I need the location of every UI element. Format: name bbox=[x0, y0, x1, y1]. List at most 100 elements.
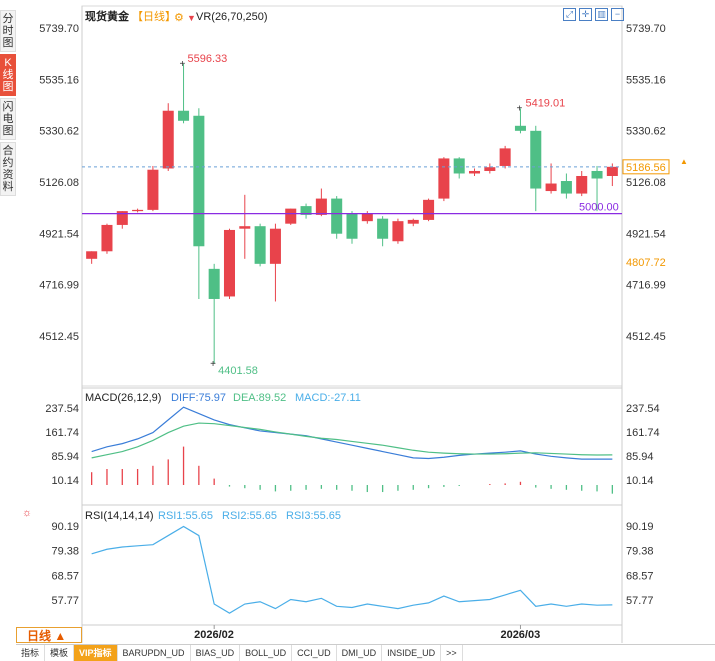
tab-boll[interactable]: BOLL_UD bbox=[240, 645, 293, 661]
hline-label: 5000.00 bbox=[579, 202, 619, 214]
rsi-tick-left: 90.19 bbox=[51, 521, 79, 533]
price-tick-left: 5739.70 bbox=[39, 23, 79, 35]
candle-body bbox=[208, 268, 220, 299]
candle-body bbox=[576, 175, 588, 194]
rsi-tick-left: 68.57 bbox=[51, 570, 79, 582]
tab-templates[interactable]: 模板 bbox=[45, 645, 75, 661]
price-tick-left: 4512.45 bbox=[39, 331, 79, 343]
rsi-tick-right: 90.19 bbox=[626, 521, 654, 533]
macd-diff-line bbox=[91, 406, 613, 460]
side-tab-intraday[interactable]: 分时图 bbox=[0, 10, 16, 52]
high-annotation: 5596.33 bbox=[188, 53, 228, 65]
candle-body bbox=[193, 115, 205, 247]
candle-body bbox=[545, 183, 557, 192]
side-tab-contract-info[interactable]: 合约资料 bbox=[0, 142, 16, 196]
macd-dea-line bbox=[91, 422, 613, 459]
gear-icon: ⚙ bbox=[174, 12, 184, 24]
tab-bias[interactable]: BIAS_UD bbox=[191, 645, 241, 661]
candle-body bbox=[162, 110, 174, 169]
candle-body bbox=[147, 169, 159, 210]
macd-tick-left: 10.14 bbox=[51, 475, 79, 487]
low-marker-icon: + bbox=[210, 359, 216, 370]
rsi-tick-left: 57.77 bbox=[51, 595, 79, 607]
candle-body bbox=[239, 226, 251, 229]
candle-body bbox=[101, 224, 113, 252]
candle-body bbox=[315, 198, 327, 215]
toolbar: ⤢ ✛ ▥ − bbox=[563, 8, 624, 21]
current-price-tag bbox=[622, 159, 670, 175]
tab-cci[interactable]: CCI_UD bbox=[292, 645, 337, 661]
candle-body bbox=[606, 166, 618, 176]
rsi2-value: RSI2:55.65 bbox=[222, 510, 277, 522]
candle-body bbox=[285, 208, 297, 224]
high-annotation: 5419.01 bbox=[525, 97, 565, 109]
high-marker-icon: + bbox=[180, 59, 186, 70]
tab-more[interactable]: >> bbox=[441, 645, 463, 661]
candle-body bbox=[377, 218, 389, 239]
x-axis-label: 2026/03 bbox=[500, 629, 540, 641]
candle-body bbox=[423, 199, 435, 220]
rsi-tick-right: 57.77 bbox=[626, 595, 654, 607]
price-tick-right: 4512.45 bbox=[626, 331, 666, 343]
vr-indicator-label: VR(26,70,250) bbox=[196, 11, 268, 23]
price-tick-left: 4921.54 bbox=[39, 228, 79, 240]
tab-vip-indicators[interactable]: VIP指标 bbox=[74, 645, 118, 661]
candle-body bbox=[591, 170, 603, 179]
side-tabs: 分时图 K线图 闪电图 合约资料 bbox=[0, 10, 16, 198]
low-annotation: 4401.58 bbox=[218, 365, 258, 377]
price-arrow-icon: ▲ bbox=[680, 157, 688, 166]
tab-barupdn[interactable]: BARUPDN_UD bbox=[118, 645, 191, 661]
macd-tick-right: 161.74 bbox=[626, 427, 660, 439]
candle-body bbox=[223, 229, 235, 297]
side-tab-flash[interactable]: 闪电图 bbox=[0, 98, 16, 140]
period-button[interactable]: 日线 ▲ bbox=[16, 627, 82, 643]
tab-indicators[interactable]: 指标 bbox=[16, 645, 46, 661]
rsi-tick-left: 79.38 bbox=[51, 546, 79, 558]
candle-body bbox=[116, 211, 128, 225]
rsi-tick-right: 68.57 bbox=[626, 570, 654, 582]
macd-tick-left: 161.74 bbox=[45, 427, 79, 439]
candle-body bbox=[407, 219, 419, 224]
tab-dmi[interactable]: DMI_UD bbox=[337, 645, 383, 661]
candle-body bbox=[132, 209, 144, 212]
macd-tick-left: 85.94 bbox=[51, 451, 79, 463]
indicator-tabs: 指标 模板 VIP指标 BARUPDN_UD BIAS_UD BOLL_UD C… bbox=[16, 644, 715, 661]
price-panel-frame bbox=[81, 5, 623, 387]
expand-icon[interactable]: ⤢ bbox=[563, 8, 576, 21]
candle-body bbox=[331, 198, 343, 234]
rsi-label: RSI(14,14,14) bbox=[85, 510, 153, 522]
price-tick-right: 5739.70 bbox=[626, 23, 666, 35]
right-low-label: 4807.72 bbox=[626, 257, 666, 269]
current-price-label: 5186.56 bbox=[626, 162, 666, 174]
macd-tick-right: 85.94 bbox=[626, 451, 654, 463]
candle-body bbox=[392, 221, 404, 242]
period-label: 【日线】 bbox=[132, 9, 176, 23]
rsi3-value: RSI3:55.65 bbox=[286, 510, 341, 522]
price-tick-left: 4716.99 bbox=[39, 280, 79, 292]
macd-tick-right: 10.14 bbox=[626, 475, 654, 487]
macd-diff-value: DIFF:75.97 bbox=[171, 392, 226, 404]
minus-icon[interactable]: − bbox=[611, 8, 624, 21]
price-tick-right: 4921.54 bbox=[626, 228, 666, 240]
candle-body bbox=[453, 158, 465, 174]
rsi-line bbox=[91, 525, 613, 614]
candle-body bbox=[300, 206, 312, 215]
crosshair-icon[interactable]: ✛ bbox=[579, 8, 592, 21]
macd-tick-left: 237.54 bbox=[45, 403, 79, 415]
candle-body bbox=[254, 226, 266, 264]
bar-chart-icon[interactable]: ▥ bbox=[595, 8, 608, 21]
price-tick-left: 5330.62 bbox=[39, 126, 79, 138]
tab-inside[interactable]: INSIDE_UD bbox=[382, 645, 442, 661]
side-tab-kline[interactable]: K线图 bbox=[0, 54, 16, 96]
price-tick-left: 5126.08 bbox=[39, 177, 79, 189]
candle-body bbox=[560, 181, 572, 194]
sun-icon: ☼ bbox=[22, 507, 32, 519]
candle-body bbox=[178, 110, 190, 121]
candle-body bbox=[484, 167, 496, 171]
candle-body bbox=[438, 158, 450, 199]
high-marker-icon: + bbox=[516, 103, 522, 114]
instrument-title: 现货黄金 bbox=[85, 9, 130, 23]
price-tick-left: 5535.16 bbox=[39, 74, 79, 86]
price-tick-right: 4716.99 bbox=[626, 280, 666, 292]
